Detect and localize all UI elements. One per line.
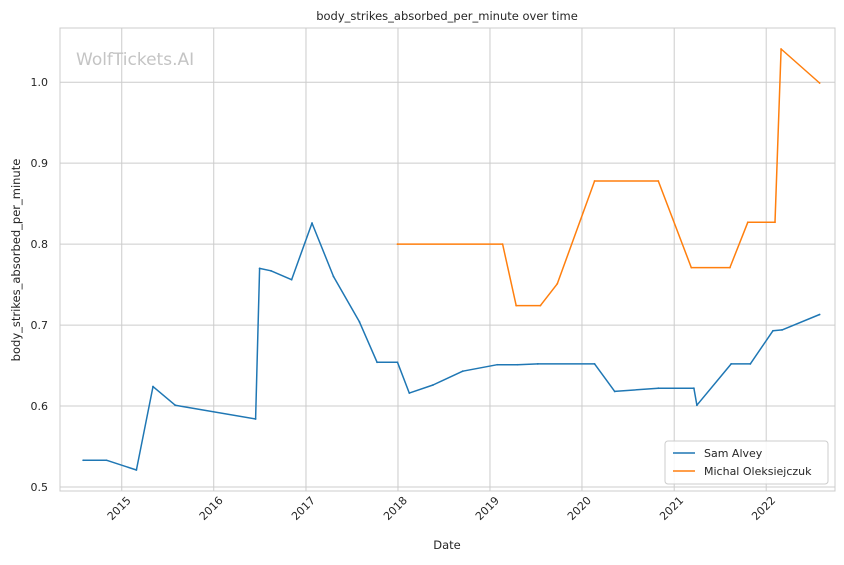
data-point [690, 266, 693, 269]
data-point [556, 282, 559, 285]
data-point [376, 361, 378, 364]
y-tick-label: 0.8 [31, 238, 49, 251]
x-axis-label: Date [433, 538, 461, 552]
data-point [539, 304, 542, 307]
data-point [692, 387, 695, 390]
data-point [818, 313, 821, 316]
data-point [516, 363, 519, 366]
data-point [432, 384, 434, 386]
data-point [311, 222, 313, 224]
data-point [82, 459, 85, 462]
data-point [461, 370, 464, 373]
legend: Sam Alvey Michal Oleksiejczuk [664, 440, 829, 485]
data-point [270, 269, 272, 272]
data-point [772, 329, 774, 332]
legend-label: Michal Oleksiejczuk [704, 465, 812, 478]
series-layer [82, 48, 821, 471]
watermark-logo: WolfTickets.AI [76, 50, 194, 70]
data-point [613, 390, 616, 393]
data-point [729, 266, 731, 269]
data-point [749, 363, 752, 365]
series-line-0 [83, 222, 820, 471]
data-point [501, 243, 504, 246]
data-point [152, 385, 154, 388]
data-point [290, 278, 293, 281]
y-tick-label: 0.9 [31, 157, 49, 170]
data-point [593, 180, 596, 182]
data-point [746, 221, 749, 224]
data-point [254, 418, 257, 420]
y-tick-label: 0.5 [31, 481, 49, 494]
data-point [135, 469, 138, 471]
data-point [780, 48, 782, 50]
data-point [496, 363, 499, 366]
data-point [657, 180, 660, 182]
data-point [657, 387, 660, 390]
legend-label: Sam Alvey [704, 447, 763, 460]
data-point [695, 404, 698, 407]
y-tick-label: 0.7 [31, 319, 49, 332]
data-point [536, 363, 539, 365]
data-point [515, 304, 518, 307]
data-point [408, 392, 411, 394]
grid-layer [60, 28, 835, 491]
plot-frame [59, 27, 836, 492]
data-point [781, 329, 783, 331]
y-tick-label: 0.6 [31, 400, 49, 413]
y-tick-label: 1.0 [31, 76, 49, 89]
data-point [593, 363, 596, 365]
legend-box [664, 440, 829, 485]
data-point [774, 221, 776, 224]
chart-title: body_strikes_absorbed_per_minute over ti… [316, 9, 578, 23]
data-point [730, 363, 733, 365]
data-point [396, 243, 399, 246]
y-axis-label: body_strikes_absorbed_per_minute [9, 159, 23, 362]
data-point [358, 320, 361, 323]
data-point [818, 82, 821, 84]
data-point [396, 361, 399, 364]
data-point [332, 275, 335, 278]
data-point [258, 267, 261, 270]
data-point [105, 459, 108, 462]
data-point [174, 404, 177, 407]
